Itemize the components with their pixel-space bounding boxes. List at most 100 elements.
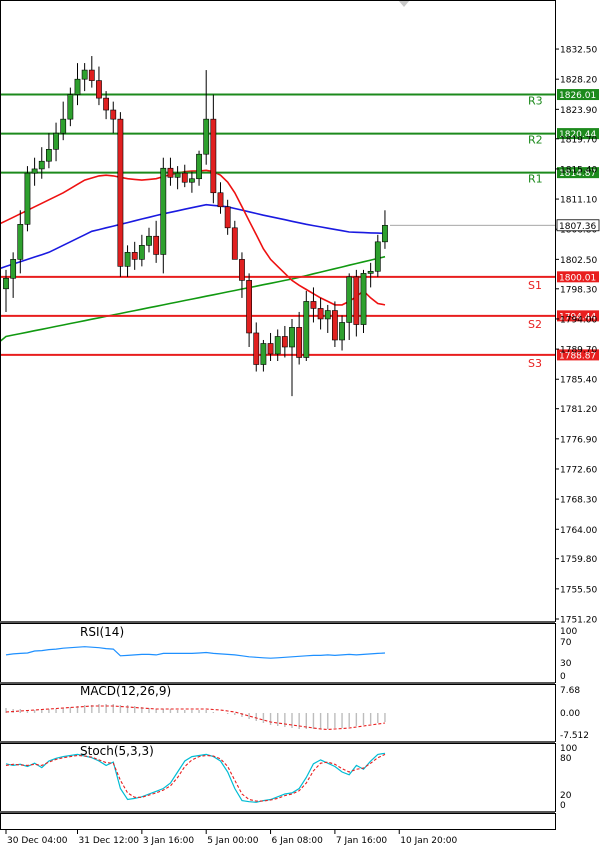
level-price-label: 1826.01 bbox=[559, 91, 596, 101]
ma-fast-line bbox=[0, 169, 386, 306]
level-price-tag bbox=[557, 128, 599, 140]
candle-bull bbox=[382, 224, 388, 243]
macd-tick-label: 0.00 bbox=[560, 709, 580, 719]
candle-bull bbox=[324, 310, 331, 320]
candle-bull bbox=[60, 118, 67, 134]
candle-bull bbox=[146, 235, 152, 246]
price-tick-label: 1815.40 bbox=[560, 165, 597, 175]
candle-bear bbox=[217, 192, 224, 208]
candle-bull bbox=[67, 94, 74, 120]
candle-bear bbox=[131, 252, 138, 260]
pane-separator bbox=[0, 682, 555, 684]
candle-bull bbox=[346, 276, 353, 323]
level-price-tag bbox=[557, 89, 599, 101]
candle-bear bbox=[210, 118, 217, 194]
candlesticks bbox=[3, 56, 388, 397]
price-tick-label: 1755.50 bbox=[560, 585, 597, 595]
level-price-tag bbox=[557, 167, 599, 179]
candle-bull bbox=[260, 343, 267, 365]
time-axis: 30 Dec 04:00 31 Dec 12:00 3 Jan 16:00 5 Jan… bbox=[5, 829, 458, 846]
candle-bull bbox=[3, 277, 9, 290]
candle-bear bbox=[239, 259, 245, 281]
candle-bear bbox=[96, 80, 102, 99]
price-tick-label: 1785.40 bbox=[560, 376, 597, 386]
time-tick-label: 10 Jan 20:00 bbox=[400, 836, 457, 846]
candle-bear bbox=[296, 327, 303, 358]
price-pane: R3 1826.01 R2 1820.44 R1 1814.87 S1 1800.01 S2 17… bbox=[0, 0, 600, 626]
current-price-tag: 1807.36 bbox=[390, 219, 600, 232]
level-price-label: 1788.87 bbox=[559, 351, 596, 361]
price-tick-label: 1802.50 bbox=[560, 256, 597, 266]
candle-bull bbox=[339, 322, 345, 341]
level-name-s1: S1 bbox=[528, 279, 542, 292]
candle-bear bbox=[181, 172, 188, 183]
time-tick-label: 6 Jan 08:00 bbox=[272, 836, 324, 846]
rsi-tick-label: 70 bbox=[560, 638, 572, 648]
candle-bull bbox=[160, 167, 167, 255]
price-tick-label: 1819.70 bbox=[560, 135, 597, 145]
macd-pane: MACD(12,26,9) 7.68 0.00 -7.512 bbox=[5, 684, 589, 741]
price-tick-label: 1751.20 bbox=[560, 616, 597, 626]
stoch-tick-label: 100 bbox=[560, 744, 577, 754]
candle-bull bbox=[303, 301, 310, 358]
price-tick-label: 1798.30 bbox=[560, 285, 597, 295]
price-tick-label: 1828.20 bbox=[560, 76, 597, 86]
pivot-levels: R3 1826.01 R2 1820.44 R1 1814.87 S1 1800.01 S2 17… bbox=[0, 89, 599, 370]
rsi-label: RSI(14) bbox=[80, 625, 124, 639]
price-tick-label: 1768.30 bbox=[560, 496, 597, 506]
candle-bear bbox=[317, 308, 324, 320]
rsi-tick-label: 30 bbox=[560, 659, 572, 669]
level-price-tag bbox=[557, 349, 599, 361]
time-tick-label: 31 Dec 12:00 bbox=[79, 836, 140, 846]
candle-bull bbox=[81, 69, 88, 80]
candle-bear bbox=[267, 343, 274, 355]
price-tick-label: 1832.50 bbox=[560, 46, 597, 56]
level-name-s2: S2 bbox=[528, 318, 542, 331]
level-price-label: 1800.01 bbox=[559, 273, 596, 283]
stoch-tick-label: 20 bbox=[560, 791, 572, 801]
candle-bull bbox=[196, 153, 202, 180]
candle-bull bbox=[38, 160, 45, 170]
macd-axis: 7.68 0.00 -7.512 bbox=[560, 686, 589, 741]
candle-bull bbox=[45, 148, 52, 162]
level-name-r2: R2 bbox=[528, 134, 543, 147]
pane-frames bbox=[0, 0, 556, 830]
candle-bear bbox=[246, 280, 252, 334]
scroll-marker-icon[interactable] bbox=[398, 0, 410, 7]
price-tick-label: 1794.00 bbox=[560, 315, 597, 325]
level-price-tag bbox=[557, 310, 599, 322]
ma-slow-line bbox=[0, 255, 386, 343]
price-tick-label: 1764.00 bbox=[560, 526, 597, 536]
candle-bull bbox=[138, 245, 145, 260]
candle-bear bbox=[331, 310, 338, 341]
level-price-label: 1820.44 bbox=[559, 130, 596, 140]
time-tick-label: 7 Jan 16:00 bbox=[336, 836, 388, 846]
candle-bull bbox=[360, 273, 367, 325]
ma-medium-line bbox=[0, 203, 386, 270]
price-tick-label: 1823.90 bbox=[560, 106, 597, 116]
rsi-tick-label: 0 bbox=[560, 672, 566, 682]
rsi-tick-label: 100 bbox=[560, 627, 577, 637]
candle-bear bbox=[103, 97, 109, 111]
pane-border bbox=[0, 813, 556, 830]
level-name-r3: R3 bbox=[528, 95, 543, 108]
candle-bull bbox=[74, 78, 81, 95]
candle-bull bbox=[17, 224, 24, 260]
level-price-label: 1794.44 bbox=[559, 312, 596, 322]
candle-bear bbox=[88, 69, 95, 81]
macd-tick-label: 7.68 bbox=[560, 686, 580, 696]
candle-bull bbox=[274, 336, 281, 355]
price-tick-label: 1781.20 bbox=[560, 405, 597, 415]
candle-bear bbox=[224, 206, 231, 229]
pane-separator bbox=[0, 811, 555, 813]
time-tick-label: 3 Jan 16:00 bbox=[143, 836, 195, 846]
candle-bear bbox=[110, 109, 117, 120]
level-name-s3: S3 bbox=[528, 357, 542, 370]
price-tick-label: 1789.70 bbox=[560, 346, 597, 356]
price-tick-label: 1772.60 bbox=[560, 465, 597, 475]
